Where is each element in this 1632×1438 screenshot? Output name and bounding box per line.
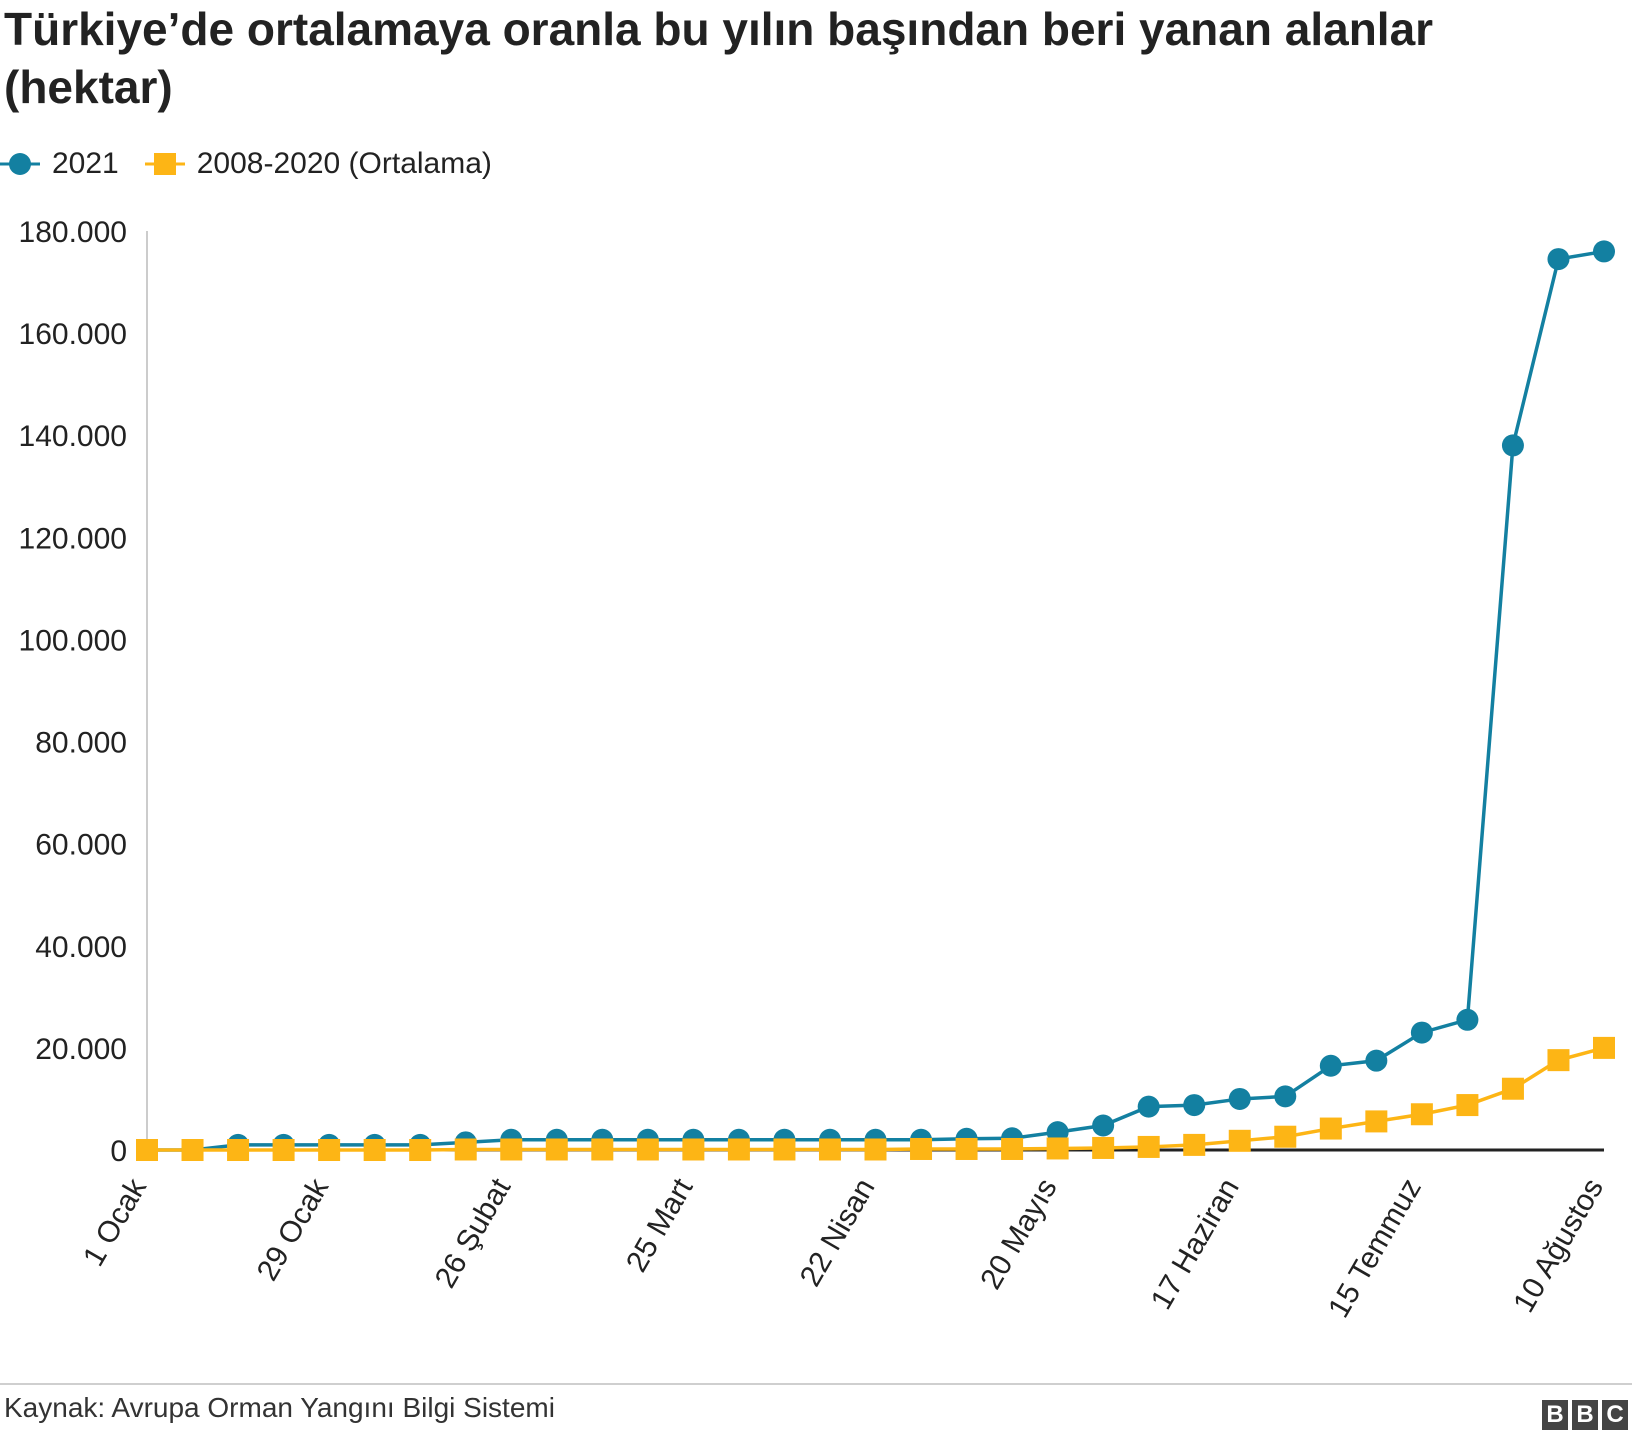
y-tick-label: 80.000: [35, 727, 127, 760]
x-tick-label: 25 Mart: [620, 1172, 700, 1277]
x-tick-label: 20 Mayıs: [974, 1173, 1063, 1295]
data-point-2021: [1137, 1095, 1160, 1118]
data-point-average: [1137, 1135, 1160, 1158]
data-point-average: [272, 1139, 295, 1161]
data-point-average: [818, 1138, 841, 1161]
y-tick-label: 60.000: [35, 829, 127, 862]
data-point-2021: [1183, 1094, 1206, 1117]
data-point-average: [1092, 1136, 1115, 1159]
data-point-average: [454, 1138, 477, 1161]
data-point-average: [910, 1137, 933, 1160]
data-point-2021: [1501, 434, 1524, 457]
data-point-2021: [1274, 1085, 1297, 1108]
data-point-average: [1547, 1049, 1570, 1072]
data-point-average: [955, 1137, 978, 1160]
logo-letter: C: [1602, 1400, 1628, 1430]
data-point-average: [318, 1139, 341, 1161]
data-point-average: [500, 1138, 523, 1161]
data-point-average: [1228, 1129, 1251, 1152]
data-point-average: [363, 1139, 386, 1161]
legend-item-average: 2008-2020 (Ortalama): [144, 147, 492, 181]
logo-letter: B: [1542, 1400, 1568, 1430]
data-point-2021: [1547, 248, 1570, 271]
data-point-average: [409, 1139, 432, 1161]
logo-letter: B: [1572, 1400, 1598, 1430]
x-tick-label: 17 Haziran: [1145, 1173, 1246, 1315]
y-tick-label: 100.000: [19, 624, 127, 657]
data-point-average: [181, 1139, 204, 1161]
x-tick-label: 22 Nisan: [794, 1173, 882, 1292]
data-point-2021: [1092, 1114, 1115, 1137]
chart-title: Türkiye’de ortalamaya oranla bu yılın ba…: [4, 3, 1434, 113]
data-point-average: [682, 1138, 705, 1161]
data-point-average: [636, 1138, 659, 1161]
data-point-average: [227, 1139, 250, 1161]
legend-circle-marker-icon: [0, 149, 46, 179]
data-point-average: [1365, 1110, 1388, 1133]
y-tick-label: 0: [110, 1135, 127, 1168]
y-tick-label: 160.000: [19, 318, 127, 351]
data-point-2021: [1319, 1054, 1342, 1077]
data-point-2021: [1228, 1087, 1251, 1110]
data-point-average: [545, 1138, 568, 1161]
data-point-average: [727, 1138, 750, 1161]
y-tick-label: 180.000: [19, 216, 127, 249]
series-line-2021: [147, 249, 1605, 1152]
data-point-average: [1410, 1103, 1433, 1126]
data-point-average: [1456, 1094, 1479, 1117]
data-point-average: [1046, 1137, 1069, 1160]
x-tick-label: 29 Ocak: [251, 1172, 336, 1286]
legend-label-average: 2008-2020 (Ortalama): [196, 147, 492, 180]
source-note: Kaynak: Avrupa Orman Yangını Bilgi Siste…: [4, 1392, 555, 1423]
data-point-average: [1319, 1117, 1342, 1140]
data-point-average: [1501, 1077, 1524, 1100]
data-point-average: [1001, 1137, 1024, 1160]
data-point-2021: [1365, 1049, 1388, 1072]
data-point-2021: [1456, 1008, 1479, 1031]
data-point-average: [1274, 1125, 1297, 1148]
data-point-average: [773, 1138, 796, 1161]
y-tick-label: 40.000: [35, 931, 127, 964]
y-tick-label: 20.000: [35, 1033, 127, 1066]
legend-label-2021: 2021: [52, 147, 119, 180]
y-tick-label: 140.000: [19, 420, 127, 453]
legend-item-2021: 2021: [0, 147, 119, 181]
y-tick-label: 120.000: [19, 522, 127, 555]
line-chart: 0 20.000 40.000 60.000 80.000 100.000 120.000 1…: [19, 216, 1615, 1323]
legend-square-marker-icon: [144, 149, 191, 179]
x-tick-label: 15 Temmuz: [1322, 1173, 1428, 1323]
data-point-2021: [1593, 240, 1615, 263]
x-tick-label: 26 Şubat: [429, 1172, 518, 1293]
data-point-average: [864, 1138, 887, 1161]
data-point-average: [136, 1139, 158, 1161]
data-point-average: [591, 1138, 614, 1161]
legend: 2021 2008-2020 (Ortalama): [0, 144, 518, 184]
x-tick-label: 1 Ocak: [77, 1172, 154, 1272]
data-point-2021: [1410, 1021, 1433, 1044]
x-tick-label: 10 Ağustos: [1507, 1173, 1610, 1318]
data-point-average: [1593, 1036, 1615, 1059]
bbc-logo: B B C: [1538, 1400, 1628, 1430]
data-point-average: [1183, 1133, 1206, 1156]
footer-divider: [0, 1383, 1632, 1385]
